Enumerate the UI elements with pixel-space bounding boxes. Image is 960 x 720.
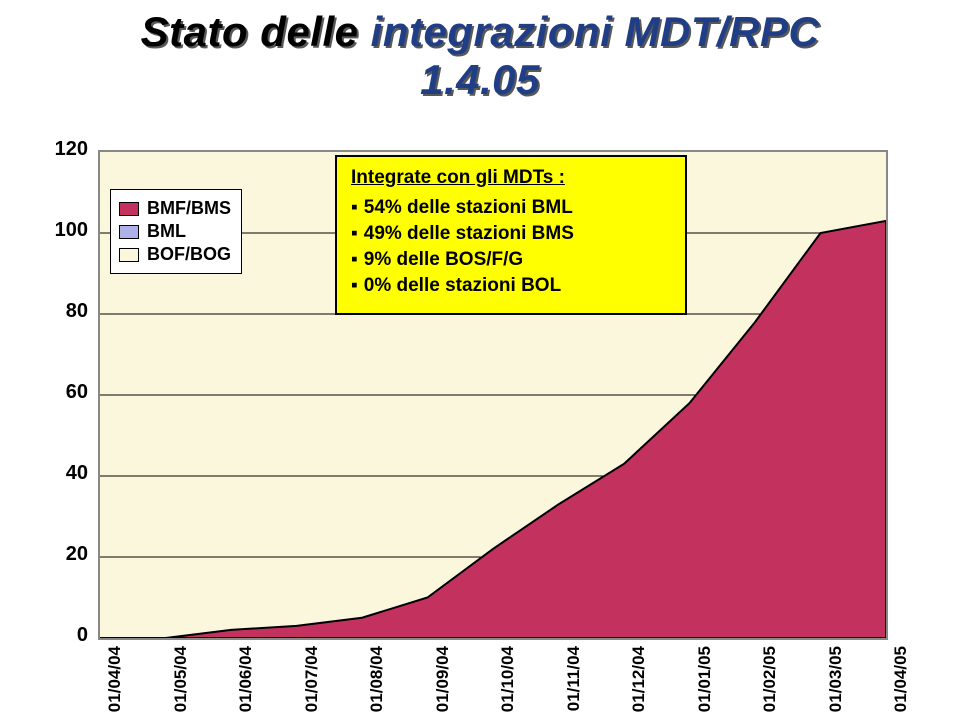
legend: BMF/BMSBMLBOF/BOG (110, 189, 242, 274)
legend-item: BOF/BOG (119, 244, 231, 265)
x-tick-label: 01/07/04 (302, 646, 356, 712)
legend-label: BML (147, 221, 186, 242)
legend-item: BMF/BMS (119, 198, 231, 219)
callout-item: 0% delle stazioni BOL (351, 275, 671, 297)
callout-heading: Integrate con gli MDTs : (351, 167, 671, 189)
legend-item: BML (119, 221, 231, 242)
x-tick-label: 01/04/05 (891, 646, 945, 712)
legend-swatch (119, 202, 139, 216)
x-tick-label: 01/02/05 (760, 646, 814, 712)
y-tick-label: 80 (30, 300, 88, 323)
slide: { "title": { "line1_black": "Stato delle… (0, 0, 960, 720)
callout-item: 49% delle stazioni BMS (351, 223, 671, 245)
legend-label: BOF/BOG (147, 244, 231, 265)
x-tick-label: 01/12/04 (629, 646, 683, 712)
y-tick-label: 0 (30, 624, 88, 647)
legend-label: BMF/BMS (147, 198, 231, 219)
x-tick-label: 01/05/04 (171, 646, 225, 712)
x-tick-label: 01/03/05 (826, 646, 880, 712)
callout-item: 9% delle BOS/F/G (351, 249, 671, 271)
x-tick-label: 01/09/04 (433, 646, 487, 712)
slide-title-main: Stato delle integrazioni MDT/RPC 1.4.05 (0, 8, 960, 104)
y-tick-label: 20 (30, 543, 88, 566)
x-tick-label: 01/10/04 (498, 646, 552, 712)
x-tick-label: 01/01/05 (695, 646, 749, 712)
x-tick-label: 01/06/04 (236, 646, 290, 712)
legend-swatch (119, 225, 139, 239)
legend-swatch (119, 248, 139, 262)
callout-item: 54% delle stazioni BML (351, 197, 671, 219)
callout-box: Integrate con gli MDTs : 54% delle stazi… (335, 155, 687, 315)
callout-list: 54% delle stazioni BML 49% delle stazioni… (351, 197, 671, 297)
slide-title: Stato delle integrazioni MDT/RPC 1.4.05 … (0, 8, 960, 104)
y-tick-label: 120 (30, 138, 88, 161)
y-tick-label: 60 (30, 381, 88, 404)
y-tick-label: 100 (30, 219, 88, 242)
y-tick-label: 40 (30, 462, 88, 485)
x-tick-label: 01/04/04 (105, 646, 159, 712)
x-tick-label: 01/11/04 (564, 646, 618, 711)
x-tick-label: 01/08/04 (367, 646, 421, 712)
